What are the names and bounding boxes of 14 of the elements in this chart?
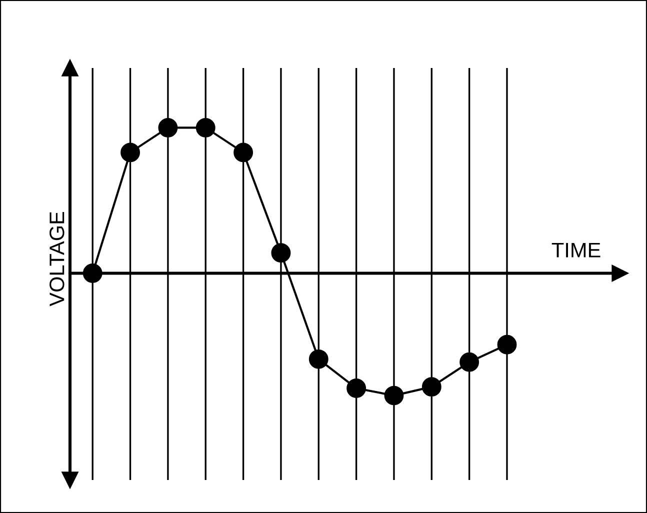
point [384, 386, 404, 406]
point [497, 334, 517, 354]
point [82, 264, 102, 283]
point [308, 349, 328, 369]
point [460, 352, 480, 372]
point [120, 142, 140, 162]
point [158, 118, 178, 138]
point [196, 118, 216, 138]
point [271, 243, 291, 263]
point [346, 378, 366, 398]
x-axis-title: TIME [552, 242, 600, 258]
y-axis-title: VOLTAGE [50, 212, 64, 306]
point [422, 377, 442, 397]
point [234, 142, 254, 162]
